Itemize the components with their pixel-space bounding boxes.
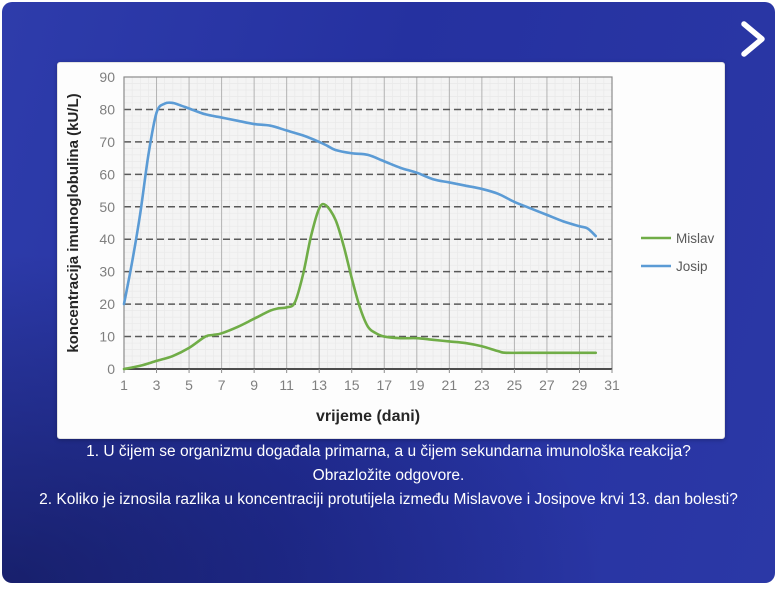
x-tick-label: 17 bbox=[376, 377, 392, 393]
x-tick-label: 15 bbox=[344, 377, 360, 393]
x-tick-label: 3 bbox=[153, 377, 161, 393]
x-tick-label: 21 bbox=[442, 377, 458, 393]
chevron-right-icon bbox=[741, 21, 765, 57]
chart-card: 1 3 5 7 9 11 13 15 17 19 21 23 25 27 29 31 0 10 20 30 40 50 60… bbox=[57, 62, 725, 439]
y-tick-label: 0 bbox=[107, 361, 115, 377]
x-tick-label: 13 bbox=[311, 377, 327, 393]
y-tick-label: 30 bbox=[99, 264, 115, 280]
x-axis-title: vrijeme (dani) bbox=[316, 408, 420, 425]
x-tick-label: 29 bbox=[572, 377, 588, 393]
y-tick-label: 90 bbox=[99, 69, 115, 85]
immunoglobulin-concentration-chart: 1 3 5 7 9 11 13 15 17 19 21 23 25 27 29 310102030405060… bbox=[65, 69, 715, 425]
y-tick-label: 10 bbox=[99, 329, 115, 345]
series-line-mislav bbox=[122, 202, 598, 371]
y-tick-label: 20 bbox=[99, 296, 115, 312]
y-axis-title: koncentracija imunoglobulina (kU/L) bbox=[65, 93, 82, 352]
y-tick-label: 80 bbox=[99, 101, 115, 117]
legend-label-mislav: Mislav bbox=[676, 231, 715, 246]
next-slide-button[interactable] bbox=[731, 16, 773, 62]
y-tick-label: 60 bbox=[99, 166, 115, 182]
x-tick-label: 19 bbox=[409, 377, 425, 393]
question-1: 1. U čijem se organizmu događala primarn… bbox=[86, 443, 691, 460]
x-tick-label: 1 bbox=[120, 377, 128, 393]
question-1-followup: Obrazložite odgovore. bbox=[312, 467, 465, 484]
y-tick-label: 70 bbox=[99, 134, 115, 150]
y-tick-label: 50 bbox=[99, 199, 115, 215]
series-line-josip bbox=[122, 101, 598, 306]
x-tick-label: 7 bbox=[218, 377, 226, 393]
x-tick-label: 5 bbox=[185, 377, 193, 393]
x-tick-label: 9 bbox=[250, 377, 258, 393]
questions-block: 1. U čijem se organizmu događala primarn… bbox=[2, 440, 775, 512]
x-tick-label: 11 bbox=[279, 377, 294, 393]
question-2: 2. Koliko je iznosila razlika u koncentr… bbox=[39, 491, 738, 508]
x-tick-label: 27 bbox=[539, 377, 555, 393]
legend-label-josip: Josip bbox=[676, 259, 708, 274]
slide-background: 1 3 5 7 9 11 13 15 17 19 21 23 25 27 29 31 0 10 20 30 40 50 60… bbox=[2, 2, 775, 583]
x-tick-label: 31 bbox=[604, 377, 620, 393]
y-tick-label: 40 bbox=[99, 231, 115, 247]
x-tick-label: 23 bbox=[474, 377, 490, 393]
x-tick-label: 25 bbox=[507, 377, 523, 393]
